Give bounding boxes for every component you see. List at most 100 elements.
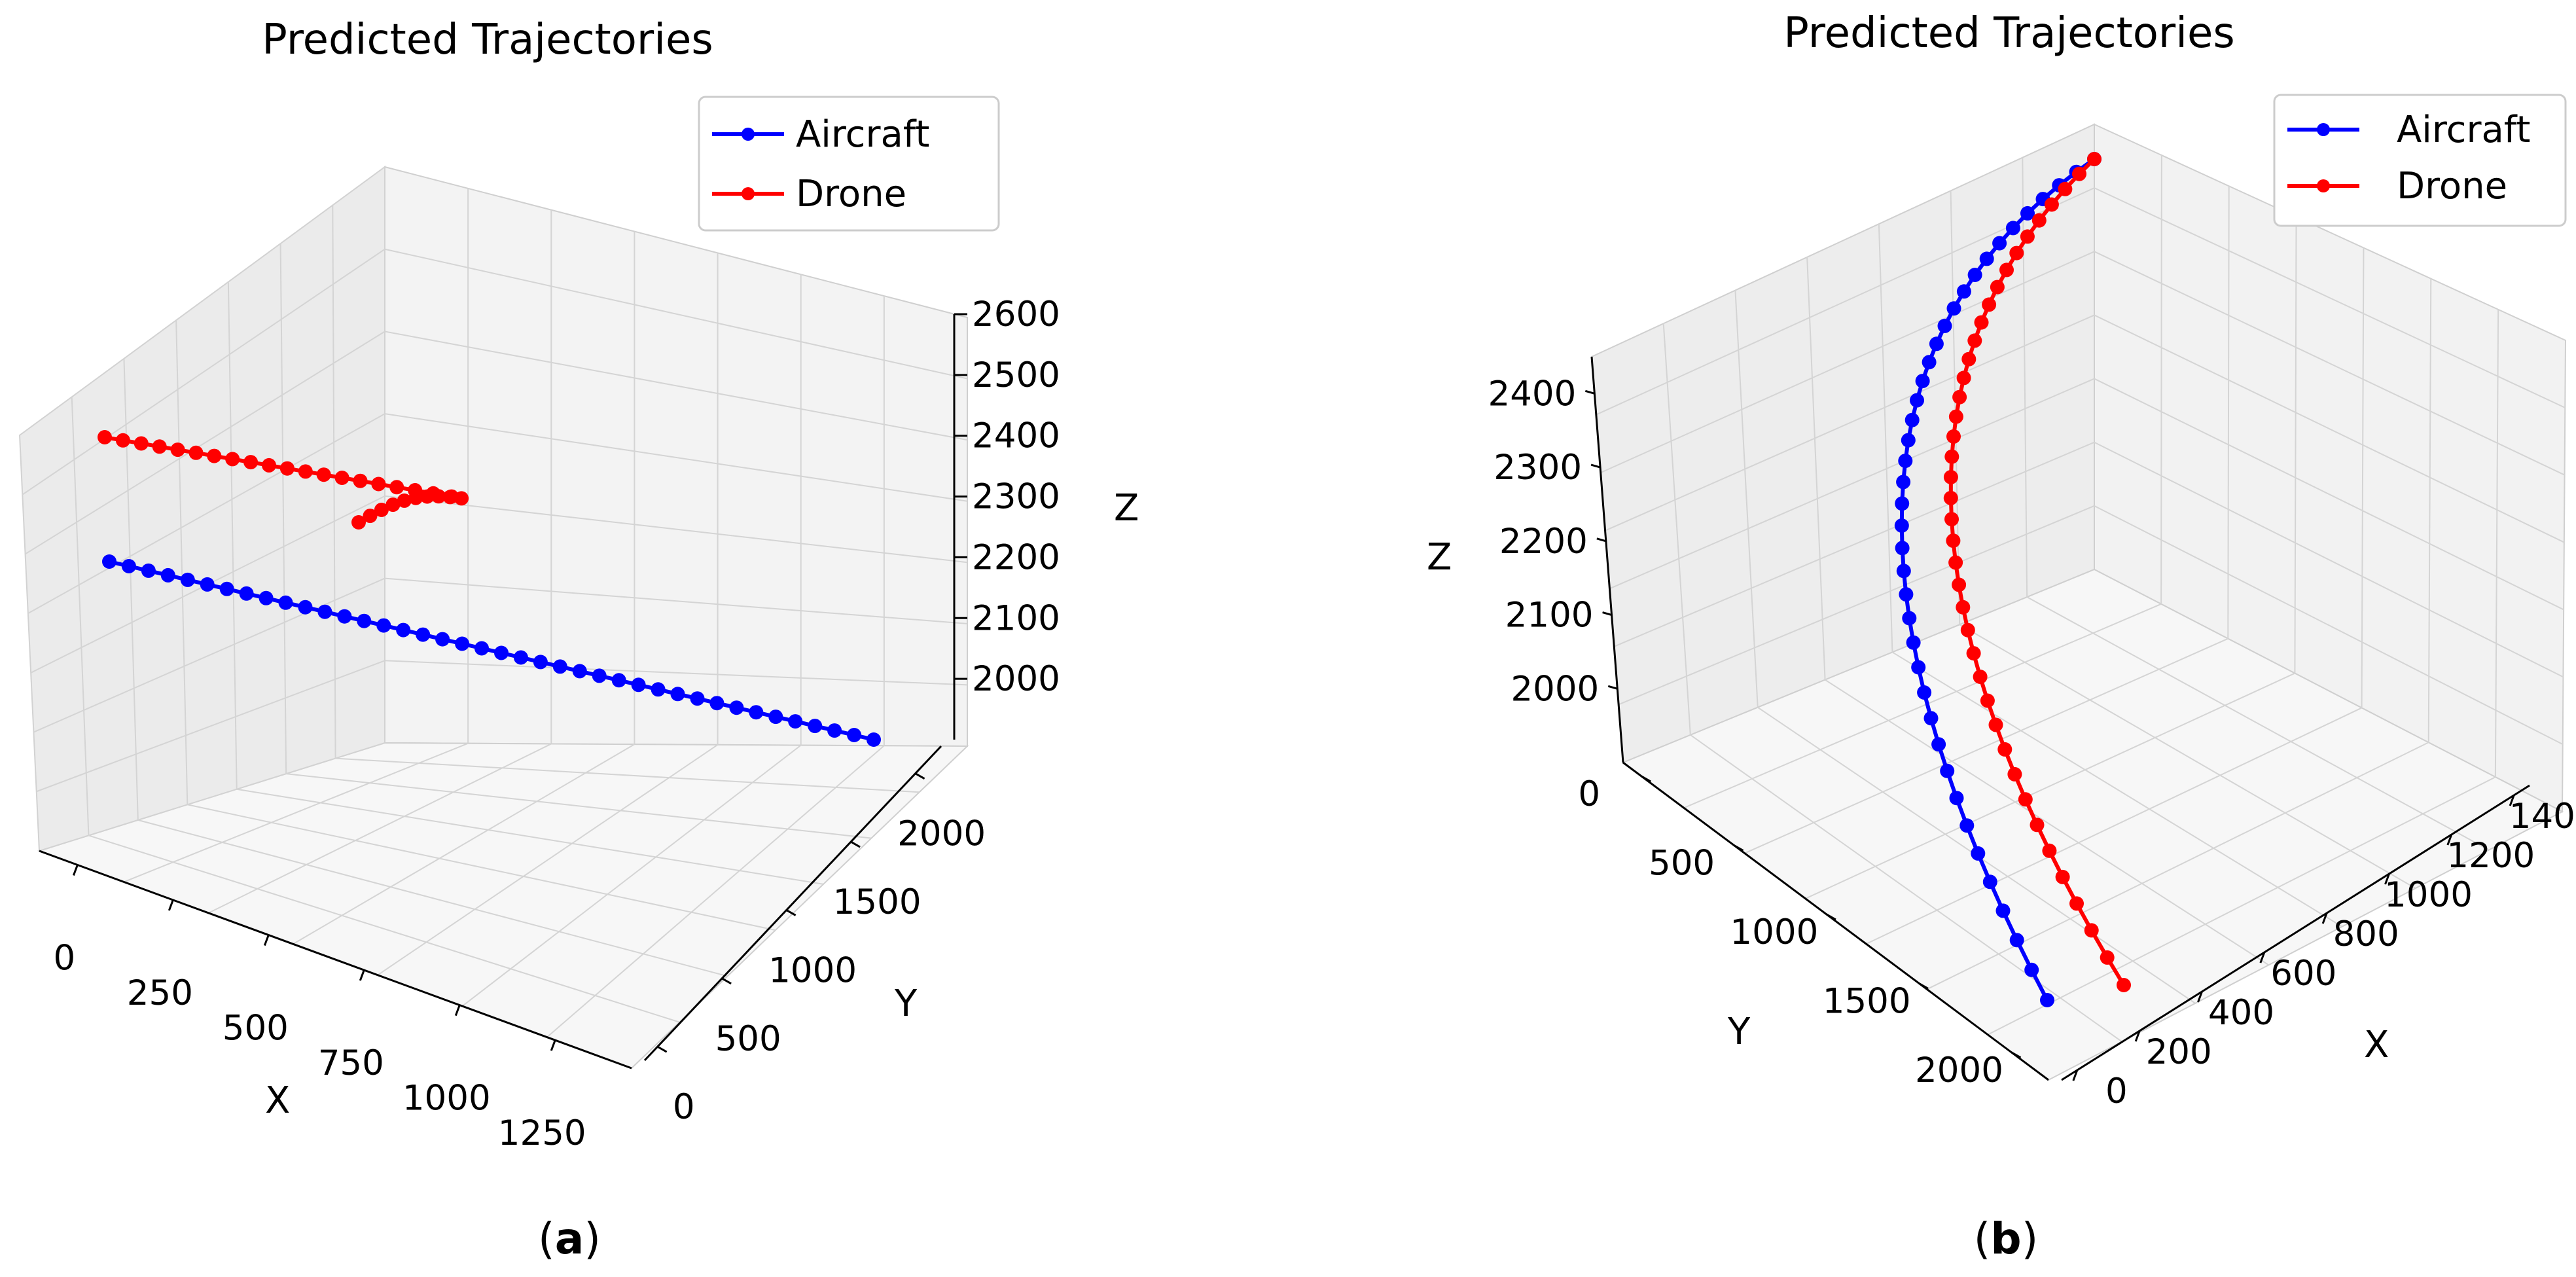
panel-b-drone-line — [1948, 157, 2126, 986]
x-tick-mark — [2072, 1070, 2079, 1081]
x-tick-label: 600 — [2270, 954, 2336, 994]
panel-b-aircraft-point — [1905, 412, 1920, 427]
grid-line — [1865, 707, 2363, 945]
z-tick-label: 2300 — [1494, 448, 1582, 488]
x-tick-label: 1000 — [2384, 875, 2473, 915]
panel-a-drone-point — [408, 490, 423, 505]
x-tick-mark — [2384, 873, 2390, 885]
x-tick-label: 400 — [2208, 993, 2274, 1033]
panel-b-legend-aircraft-marker — [2317, 123, 2330, 136]
panel-a-drone-point — [351, 515, 366, 530]
panel-a-drone-point — [316, 467, 331, 482]
grid-line — [1950, 190, 1961, 625]
panel-a-aircraft-point — [768, 710, 783, 725]
x-tick-label: 0 — [2105, 1071, 2128, 1111]
x-tick-label: 500 — [223, 1009, 289, 1049]
y-tick-label: 2000 — [1915, 1051, 2003, 1090]
x-tick-mark — [2509, 795, 2515, 806]
grid-line — [2494, 309, 2499, 778]
grid-line — [25, 331, 385, 555]
z-tick-label: 2000 — [1511, 669, 1599, 709]
panel-b-aircraft-point — [1949, 791, 1964, 806]
panel-b-aircraft-point — [1899, 587, 1914, 602]
panel-a-drone-point — [420, 489, 435, 504]
x-tick-label: 1250 — [498, 1113, 586, 1153]
panel-b-title: Predicted Trajectories — [1783, 9, 2234, 58]
panel-b-drone-point — [1988, 717, 2003, 732]
y-tick-label: 2000 — [897, 814, 986, 854]
panel-b-drone-point — [1961, 351, 1977, 367]
y-tick-label: 500 — [715, 1019, 781, 1059]
panel-a-aircraft-point — [808, 719, 823, 734]
grid-line — [377, 744, 719, 976]
panel-b-aircraft-point — [1917, 685, 1932, 700]
panel-b-aircraft-point — [1979, 251, 1994, 266]
panel-b-aircraft-point — [1896, 564, 1911, 579]
grid-line — [384, 660, 968, 686]
y-tick-mark — [914, 772, 925, 780]
panel-a-legend-drone-label: Drone — [796, 173, 906, 215]
panel-a-drone-point — [298, 464, 313, 479]
panel-b-aircraft-point — [1910, 393, 1924, 408]
panel-a-aircraft-point — [102, 554, 116, 569]
grid-line — [1609, 378, 2095, 590]
panel-a-caption: (a) — [538, 1214, 601, 1264]
panel-a-grid — [22, 188, 968, 1038]
panel-b-aircraft-point — [2024, 962, 2039, 977]
panel-b-aircraft-point — [1982, 874, 1997, 890]
panel-b-drone-point — [2072, 166, 2086, 181]
panel-b-aircraft-point — [1992, 236, 2007, 251]
panel-a-drone-point — [353, 473, 368, 488]
panel-a-aircraft-point — [298, 600, 313, 615]
grid-line — [461, 744, 802, 1007]
grid-line — [293, 744, 635, 945]
y-tick-label: 0 — [1578, 774, 1600, 814]
grid-line — [1805, 672, 2295, 899]
grid-line — [71, 397, 90, 836]
grid-line — [33, 577, 385, 733]
panel-b-aircraft-point — [1915, 374, 1930, 389]
panel-b-drone-point — [2100, 950, 2115, 965]
grid-line — [22, 248, 385, 495]
x-tick-mark — [2197, 991, 2203, 1003]
panel-b-drone-point — [2020, 229, 2035, 244]
grid-line — [2427, 278, 2432, 743]
z-tick-label: 2200 — [972, 537, 1060, 577]
grid-line — [1926, 742, 2429, 990]
panel-a-title: Predicted Trajectories — [262, 16, 713, 64]
y-tick-mark — [1641, 775, 1652, 783]
panel-b-drone-point — [2058, 181, 2073, 196]
panel-a-aircraft-point — [533, 655, 548, 670]
panel-a-aircraft-point — [827, 723, 842, 738]
panel-a-aircraft-point — [670, 687, 685, 702]
panel-a-z-label: Z — [1114, 487, 1139, 530]
panel-a-aircraft-point — [278, 595, 293, 610]
panel-b-aircraft-point — [1937, 318, 1952, 333]
panel-b-z-label: Z — [1427, 536, 1452, 579]
grid-line — [1690, 734, 2122, 1043]
panel-a-series — [98, 430, 881, 747]
panel-b-drone-point — [1946, 429, 1961, 444]
panel-a-aircraft-point — [513, 650, 528, 665]
panel-b-y-axis — [1622, 761, 2049, 1081]
panel-b-drone-point — [1952, 577, 1967, 592]
panel-a-drone-point — [207, 448, 222, 463]
grid-line — [1605, 314, 2095, 531]
panel-a-aircraft-point — [416, 627, 431, 642]
grid-line — [2294, 217, 2297, 674]
panel-b-aircraft-line — [1899, 157, 2096, 1001]
z-tick-mark — [1607, 685, 1618, 690]
x-tick-label: 250 — [127, 973, 193, 1013]
grid-line — [1878, 224, 1893, 653]
panel-a-aircraft-point — [552, 659, 567, 674]
panel-b-drone-point — [1956, 370, 1971, 386]
panel-a-aircraft-point — [847, 728, 862, 742]
panel-a-aircraft-point — [121, 559, 136, 573]
panel-a-drone-point — [279, 461, 295, 476]
grid-line — [279, 243, 287, 774]
x-tick-mark — [550, 1039, 556, 1051]
panel-b-aircraft-point — [1894, 518, 1909, 533]
grid-line — [1683, 603, 2162, 809]
